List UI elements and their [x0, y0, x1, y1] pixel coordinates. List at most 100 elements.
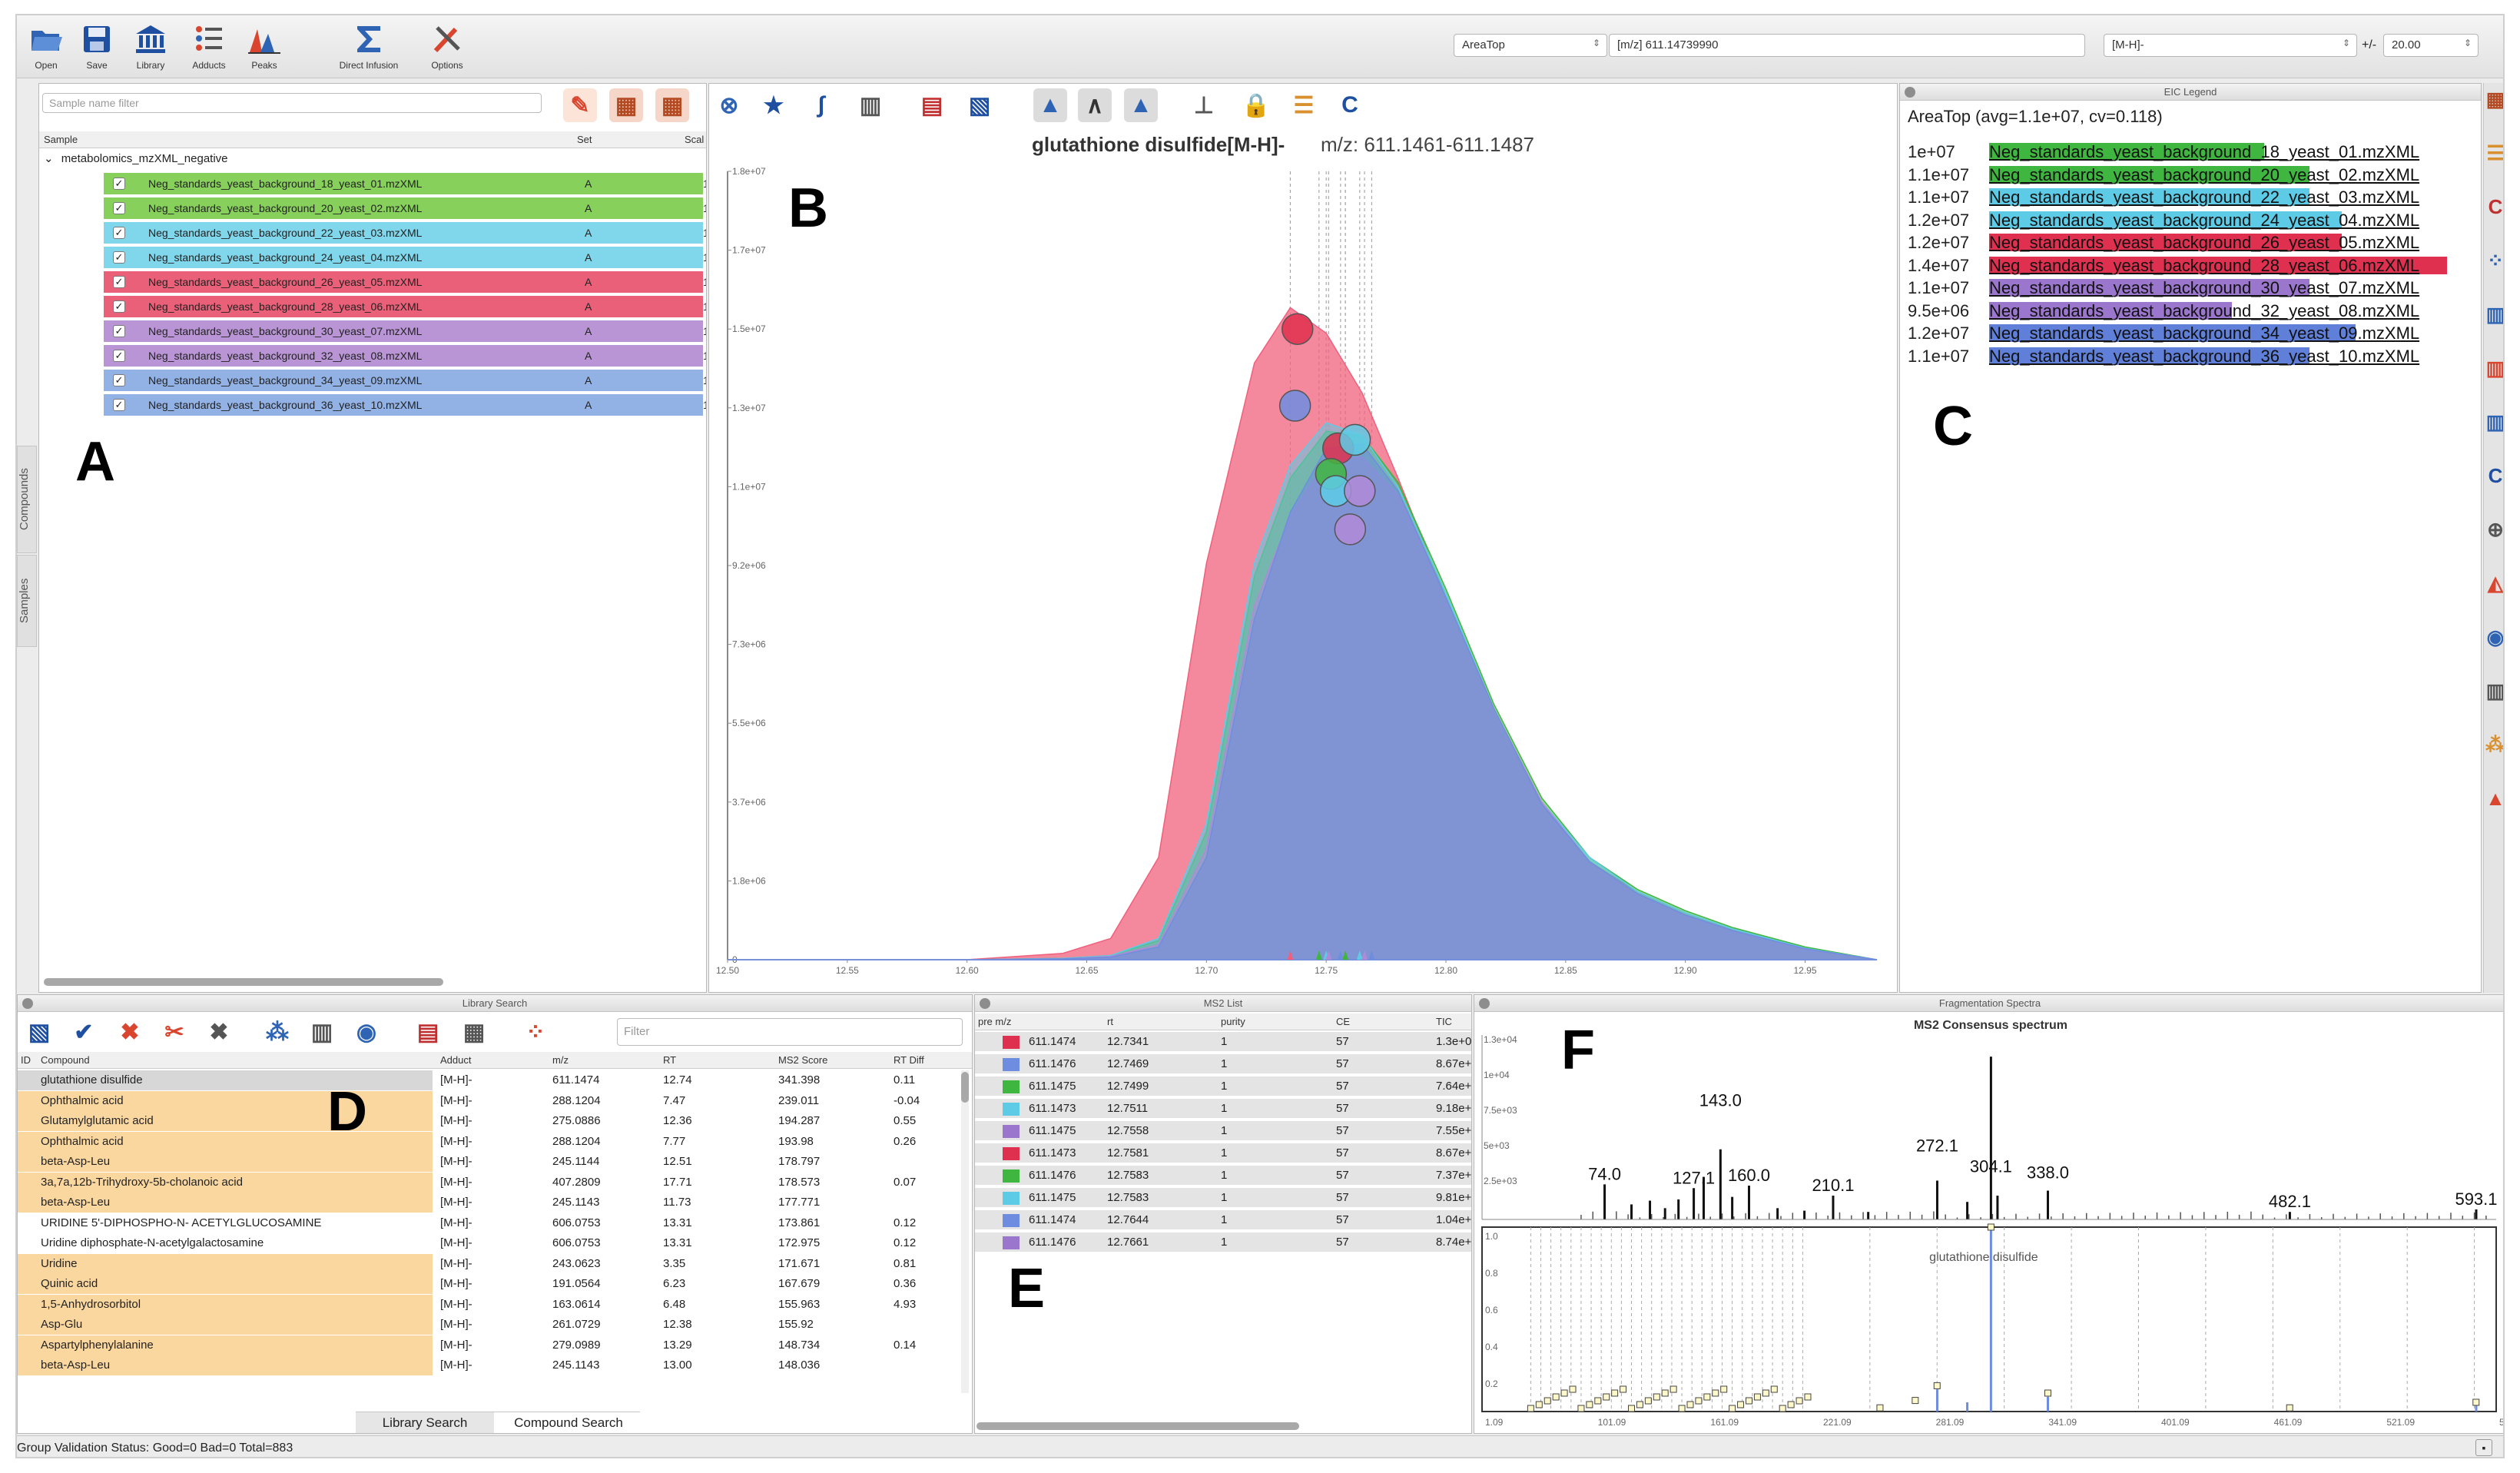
bar-chart-dock-button[interactable]: ▥: [2485, 357, 2503, 387]
checkbox[interactable]: ✓: [113, 325, 125, 337]
open-button[interactable]: Open: [17, 18, 75, 75]
peaks-button[interactable]: Peaks: [235, 18, 293, 75]
peak-dock-button[interactable]: ▲: [2485, 787, 2503, 818]
sample-row[interactable]: ✓ Neg_standards_yeast_background_36_yeast…: [104, 394, 706, 416]
table-row[interactable]: Uridine [M-H]- 243.0623 3.35 171.671 0.81: [18, 1253, 958, 1274]
sample-row[interactable]: ✓ Neg_standards_yeast_background_22_yeast…: [104, 222, 706, 244]
legend-item[interactable]: 1.1e+07 Neg_standards_yeast_background_36…: [1908, 345, 2476, 367]
zoom-reset-button[interactable]: ⊗: [712, 88, 746, 122]
samples-scrollbar[interactable]: [44, 978, 443, 986]
table-row[interactable]: 1,5-Anhydrosorbitol [M-H]- 163.0614 6.48 155…: [18, 1294, 958, 1315]
cluster-button[interactable]: ⁘: [519, 1015, 552, 1049]
heatmap-dock-button[interactable]: ▥: [2485, 679, 2503, 710]
table-row[interactable]: 611.1475 12.7499 1 57 7.64e+0: [975, 1077, 1471, 1096]
tab-compound-search[interactable]: Compound Search: [497, 1412, 640, 1433]
legend-item[interactable]: 1e+07 Neg_standards_yeast_background_18_y…: [1908, 141, 2476, 163]
c-logo-dock-button[interactable]: C: [2485, 195, 2503, 226]
zoom-dock-button[interactable]: ⊕: [2485, 518, 2503, 549]
table-row[interactable]: 611.1475 12.7558 1 57 7.55e+0: [975, 1121, 1471, 1141]
direct-infusion-button[interactable]: Direct Infusion: [315, 18, 423, 75]
scatter-dock-button[interactable]: ⁘: [2485, 249, 2503, 280]
bar-chart-dock-button[interactable]: ▥: [2485, 410, 2503, 441]
integrate-button[interactable]: ∫: [804, 88, 838, 122]
table-row[interactable]: Uridine diphosphate-N-acetylgalactosamin…: [18, 1233, 958, 1253]
eic-series-area[interactable]: [728, 443, 1878, 960]
table-row[interactable]: beta-Asp-Leu [M-H]- 245.1143 13.00 148.036: [18, 1355, 958, 1375]
options-button[interactable]: Options: [418, 18, 476, 75]
table-row[interactable]: Glutamylglutamic acid [M-H]- 275.0886 12.36…: [18, 1111, 958, 1131]
peak-marker[interactable]: [1338, 423, 1371, 456]
ms2-spectrum-chart[interactable]: MS2 Consensus spectrum 1.3e+04 1e+04 7.5e+0…: [1474, 1012, 2503, 1433]
load-samples-button[interactable]: ▦: [609, 88, 643, 122]
bar-chart-button[interactable]: ▥: [854, 88, 887, 122]
pdf-button[interactable]: ▤: [411, 1015, 445, 1049]
table-row[interactable]: 611.1474 12.7341 1 57 1.3e+0: [975, 1032, 1471, 1052]
lock-button[interactable]: 🔒: [1239, 88, 1273, 122]
table-row[interactable]: 611.1473 12.7511 1 57 9.18e+0: [975, 1099, 1471, 1119]
palette-button[interactable]: ◉: [350, 1015, 383, 1049]
legend-item[interactable]: 1.1e+07 Neg_standards_yeast_background_30…: [1908, 277, 2476, 299]
csv-button[interactable]: ▦: [457, 1015, 491, 1049]
checkbox[interactable]: ✓: [113, 202, 125, 214]
legend-item[interactable]: 9.5e+06 Neg_standards_yeast_background_32…: [1908, 300, 2476, 322]
samples-dock-dock-button[interactable]: ▦: [2485, 88, 2503, 118]
table-row[interactable]: glutathione disulfide [M-H]- 611.1474 12.74…: [18, 1070, 958, 1090]
resize-grip-icon[interactable]: ▪: [2475, 1439, 2492, 1456]
checkbox[interactable]: ✓: [113, 374, 125, 386]
boxplot-button[interactable]: ⊥: [1187, 88, 1221, 122]
table-row[interactable]: Ophthalmic acid [M-H]- 288.1204 7.77 193.98 0…: [18, 1131, 958, 1152]
sample-row[interactable]: ✓ Neg_standards_yeast_background_32_yeast…: [104, 345, 706, 367]
sample-row[interactable]: ✓ Neg_standards_yeast_background_24_yeast…: [104, 247, 706, 268]
legend-item[interactable]: 1.1e+07 Neg_standards_yeast_background_20…: [1908, 164, 2476, 186]
table-row[interactable]: 611.1476 12.7661 1 57 8.74e+0: [975, 1232, 1471, 1252]
table-row[interactable]: 611.1474 12.7644 1 57 1.04e+0: [975, 1210, 1471, 1230]
network-button[interactable]: ⁂: [260, 1015, 294, 1049]
table-row[interactable]: Ophthalmic acid [M-H]- 288.1204 7.47 239.011…: [18, 1090, 958, 1111]
legend-item[interactable]: 1.2e+07 Neg_standards_yeast_background_26…: [1908, 231, 2476, 254]
quant-type-select[interactable]: AreaTop ⇕: [1454, 34, 1607, 57]
table-row[interactable]: 3a,7a,12b-Trihydroxy-5b-cholanoic acid [M…: [18, 1172, 958, 1193]
sample-row[interactable]: ✓ Neg_standards_yeast_background_34_yeast…: [104, 370, 706, 391]
table-row[interactable]: beta-Asp-Leu [M-H]- 245.1144 12.51 178.797: [18, 1152, 958, 1172]
sample-row[interactable]: ✓ Neg_standards_yeast_background_20_yeast…: [104, 197, 706, 219]
split-peak-button[interactable]: ▲: [1124, 88, 1158, 122]
library-button[interactable]: Library: [121, 18, 180, 75]
table-row[interactable]: Asp-Glu [M-H]- 261.0729 12.38 155.92: [18, 1315, 958, 1335]
table-row[interactable]: URIDINE 5'-DIPHOSPHO-N- ACETYLGLUCOSAMIN…: [18, 1213, 958, 1233]
peak-edit-dock-button[interactable]: ◭: [2485, 572, 2503, 602]
sample-filter-input[interactable]: Sample name filter: [42, 93, 542, 113]
mz-input[interactable]: [m/z] 611.14739990: [1609, 34, 2085, 57]
checkbox[interactable]: ✓: [113, 350, 125, 362]
c-logo-dock-button[interactable]: C: [2485, 464, 2503, 495]
peak-marker[interactable]: [1278, 390, 1311, 422]
bar-chart-button[interactable]: ▥: [305, 1015, 339, 1049]
close-dot-icon[interactable]: [22, 998, 33, 1009]
adduct-select[interactable]: [M-H]- ⇕: [2104, 34, 2357, 57]
table-row[interactable]: Quinic acid [M-H]- 191.0564 6.23 167.679 0.36: [18, 1274, 958, 1294]
remove-samples-button[interactable]: ▦: [655, 88, 689, 122]
c-logo-button[interactable]: C: [1333, 88, 1367, 122]
check-button[interactable]: ✔: [67, 1015, 101, 1049]
eic-chart[interactable]: glutathione disulfide[M-H]- m/z: 611.1461…: [709, 130, 1897, 992]
color-samples-button[interactable]: ✎: [563, 88, 597, 122]
tab-compounds[interactable]: Compounds: [17, 446, 37, 553]
save-button[interactable]: Save: [68, 18, 126, 75]
tools-button[interactable]: ✂: [158, 1015, 191, 1049]
peak-marker[interactable]: [1344, 475, 1376, 507]
peak-marker[interactable]: [1334, 513, 1367, 546]
pdf-button[interactable]: ▤: [915, 88, 949, 122]
line-peak-button[interactable]: ∧: [1078, 88, 1112, 122]
tab-samples[interactable]: Samples: [17, 555, 37, 647]
ms2-scrollbar[interactable]: [976, 1422, 1299, 1430]
sample-row[interactable]: ✓ Neg_standards_yeast_background_30_yeast…: [104, 320, 706, 342]
checkbox[interactable]: ✓: [113, 227, 125, 239]
legend-item[interactable]: 1.1e+07 Neg_standards_yeast_background_22…: [1908, 186, 2476, 208]
tab-library-search[interactable]: Library Search: [356, 1412, 494, 1433]
network-dock-button[interactable]: ⁂: [2485, 733, 2503, 764]
area-peak-button[interactable]: ▲: [1033, 88, 1067, 122]
table-row[interactable]: 611.1476 12.7583 1 57 7.37e+0: [975, 1166, 1471, 1186]
peak-marker[interactable]: [1282, 313, 1314, 345]
checkbox[interactable]: ✓: [113, 399, 125, 411]
legend-item[interactable]: 1.2e+07 Neg_standards_yeast_background_34…: [1908, 322, 2476, 344]
isotope-dock-button[interactable]: ◉: [2485, 625, 2503, 656]
